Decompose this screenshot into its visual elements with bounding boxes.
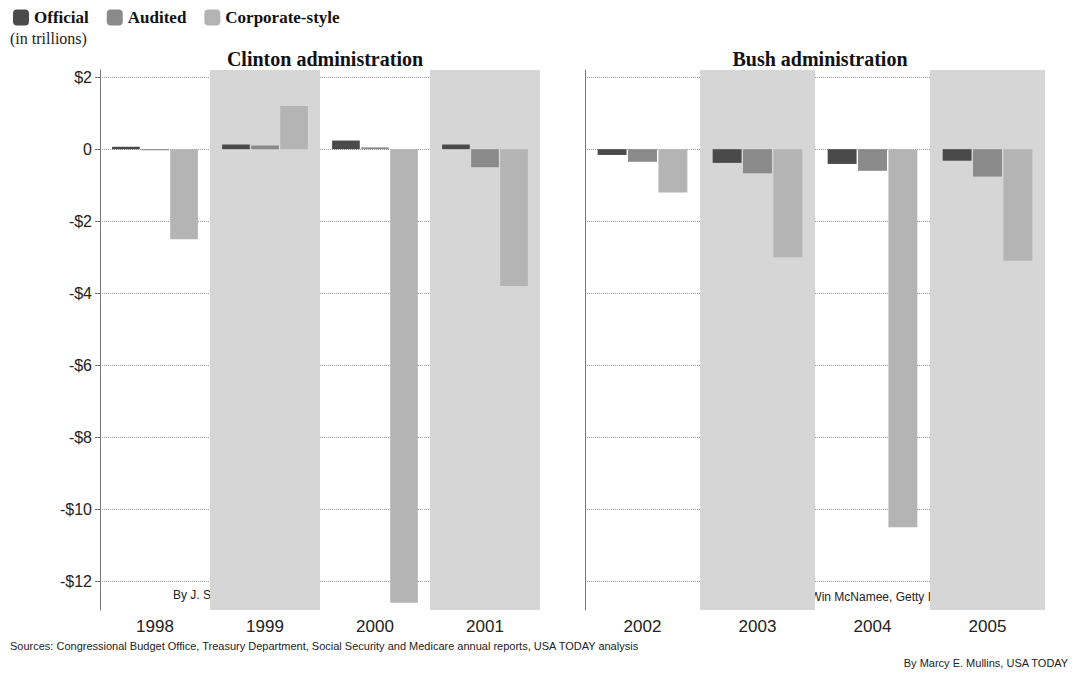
svg-text:1999: 1999: [246, 617, 284, 636]
svg-text:-$12: -$12: [60, 573, 92, 590]
svg-text:2004: 2004: [854, 617, 892, 636]
svg-text:-$4: -$4: [69, 285, 92, 302]
svg-text:-$10: -$10: [60, 501, 92, 518]
svg-text:(in trillions): (in trillions): [10, 30, 87, 48]
svg-text:2000: 2000: [356, 617, 394, 636]
svg-text:1998: 1998: [136, 617, 174, 636]
svg-text:Corporate-style: Corporate-style: [225, 8, 340, 27]
svg-text:-$6: -$6: [69, 357, 92, 374]
svg-text:-$8: -$8: [69, 429, 92, 446]
svg-text:$2: $2: [74, 69, 92, 86]
svg-text:2002: 2002: [624, 617, 662, 636]
svg-text:2001: 2001: [466, 617, 504, 636]
svg-text:-$2: -$2: [69, 213, 92, 230]
svg-text:2005: 2005: [969, 617, 1007, 636]
svg-text:By Win McNamee, Getty Images: By Win McNamee, Getty Images: [793, 590, 967, 604]
svg-text:By Marcy E. Mullins, USA TODAY: By Marcy E. Mullins, USA TODAY: [904, 657, 1069, 669]
svg-text:Sources: Congressional Budget: Sources: Congressional Budget Office, Tr…: [10, 640, 639, 652]
svg-text:Audited: Audited: [128, 8, 187, 27]
svg-text:Bush administration: Bush administration: [732, 48, 907, 70]
svg-text:Clinton administration: Clinton administration: [227, 48, 423, 70]
svg-text:2003: 2003: [739, 617, 777, 636]
svg-text:0: 0: [83, 141, 92, 158]
svg-text:Official: Official: [34, 8, 89, 27]
